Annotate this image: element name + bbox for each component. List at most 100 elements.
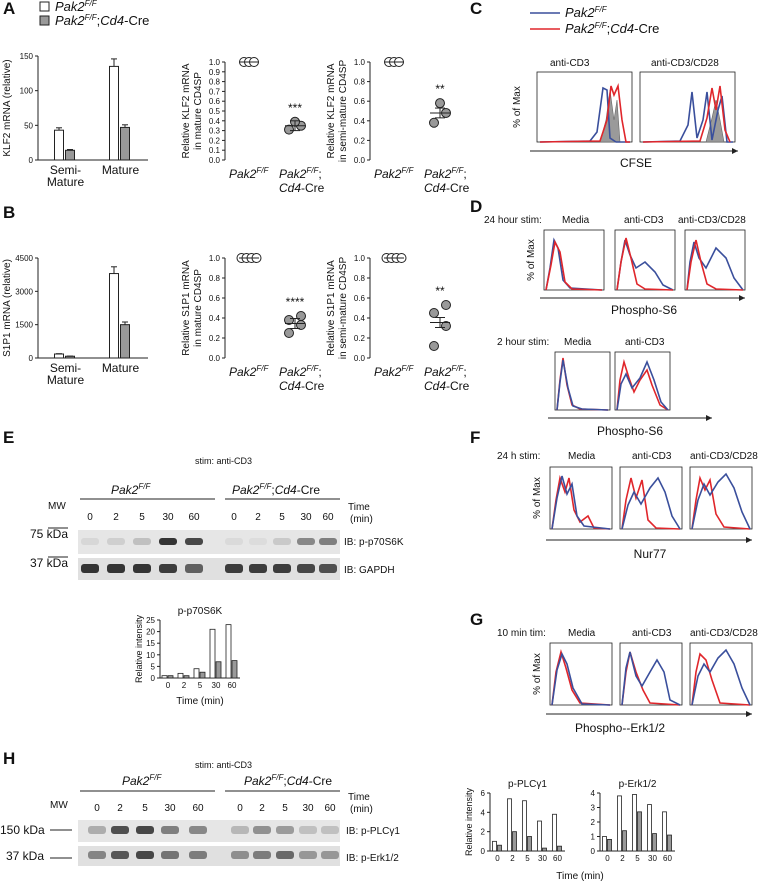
panel-label-e: E <box>3 428 14 447</box>
d-hist-24-2-red <box>616 237 674 291</box>
band-row-2 <box>189 851 207 859</box>
klf2-mature-dot-plot: 0.00.10.20.30.40.50.60.70.80.91.0 *** Rela… <box>181 57 325 195</box>
d-hist-24-2-blue <box>616 239 674 291</box>
time-label: 2 <box>117 803 123 814</box>
group-label-ko-2: Cd4-Cre <box>279 379 325 393</box>
y-tick-label: 0.0 <box>354 156 366 165</box>
panel-label-d: D <box>470 197 482 216</box>
group-label-ko: Pak2F/F; <box>424 166 467 181</box>
data-point <box>435 98 445 109</box>
g-hist-3-blue <box>691 648 751 706</box>
d-x-arrowhead-2 <box>706 415 712 421</box>
bar <box>209 628 216 679</box>
band-row-2 <box>297 564 315 573</box>
g-hist-1-blue <box>551 651 611 706</box>
s1p1-semimature-dot-plot: 0.0 0.2 0.4 0.6 0.8 1.0 ** Relative S1P1 mRNAin… <box>326 253 470 393</box>
x-tick-label: 0 <box>605 854 610 863</box>
data-point <box>441 321 451 331</box>
e-mw-label: MW <box>48 501 66 512</box>
x-category-label: Semi-Mature <box>47 163 85 189</box>
y-tick-label: 0.7 <box>209 87 221 96</box>
d-box-2-1 <box>554 351 611 411</box>
time-label: 60 <box>192 803 204 814</box>
y-tick-label: 100 <box>20 87 34 96</box>
x-tick-label: 5 <box>198 681 203 690</box>
time-label: 0 <box>231 512 237 523</box>
bar <box>527 836 532 852</box>
f-box-2 <box>619 466 683 530</box>
x-tick-label: 60 <box>553 854 562 863</box>
e-stim-label: stim: anti-CD3 <box>195 456 252 466</box>
time-label: 2 <box>255 512 261 523</box>
h-ib-2: IB: p-Erk1/2 <box>346 853 399 864</box>
group-label-ko: Pak2F/F; <box>279 364 322 379</box>
bar <box>512 831 517 852</box>
g-xlabel: Phospho--Erk1/2 <box>575 721 665 735</box>
x-tick-label: 0 <box>495 854 500 863</box>
d-hist-24-3-blue <box>686 241 744 291</box>
y-tick-label: 0.2 <box>209 334 221 343</box>
band-row-1 <box>189 826 207 834</box>
data-point <box>429 341 439 351</box>
y-tick-label: 20 <box>146 628 155 637</box>
legend-ko-swatch <box>39 15 50 26</box>
time-label: 30 <box>164 803 176 814</box>
d-box-24-1 <box>543 229 605 291</box>
x-tick-label: 30 <box>538 854 547 863</box>
klf2-semimature-dot-plot: 0.0 0.2 0.4 0.6 0.8 1.0 ** Relative KLF2 mRNAin… <box>326 57 470 195</box>
f-hist-3-blue <box>691 472 751 530</box>
y-tick-label: 4500 <box>15 254 33 263</box>
band-row-1 <box>297 538 315 545</box>
g-hist-2-red <box>621 651 681 706</box>
y-tick-label: 0.6 <box>209 294 221 303</box>
time-label: 2 <box>259 803 265 814</box>
bar <box>120 126 130 161</box>
bar <box>161 675 168 679</box>
band-row-2 <box>231 851 249 859</box>
g-x-arrowhead <box>746 711 752 717</box>
band-row-2 <box>276 851 294 859</box>
y-tick-label: 10 <box>146 651 155 660</box>
time-label: 2 <box>113 512 119 523</box>
c-cond-1: anti-CD3 <box>550 58 590 69</box>
y-tick-label: 0.6 <box>354 97 366 106</box>
c-hist-2-red <box>642 85 731 143</box>
band-row-1 <box>319 538 337 545</box>
x-tick-label: 5 <box>635 854 640 863</box>
y-tick-label: 0.0 <box>209 354 221 363</box>
e-ib-1: IB: p-p70S6K <box>344 537 404 548</box>
bar <box>602 836 607 852</box>
s1p1-bar-chart: 0 1500 3000 4500 Semi-Mature Mature S1P1 mRNA … <box>2 254 148 387</box>
y-tick-label: 1.0 <box>209 58 221 67</box>
f-hist-1-blue <box>551 475 611 530</box>
band-row-2 <box>111 851 129 859</box>
e-blot-strip-1 <box>78 530 340 554</box>
panel-label-c: C <box>470 0 482 18</box>
y-tick-label: 0.5 <box>209 107 221 116</box>
y-tick-label: 1.0 <box>209 254 221 263</box>
band-row-1 <box>231 826 249 834</box>
band-row-1 <box>111 826 129 834</box>
e-time-label: Time <box>348 502 370 513</box>
bar <box>622 830 627 852</box>
band-row-1 <box>249 538 267 545</box>
f-cond-1: Media <box>568 451 596 462</box>
legend-c-ko-label: Pak2F/F;Cd4-Cre <box>565 21 659 36</box>
y-tick-label: 0.0 <box>209 156 221 165</box>
panel-g-flow: 10 min tim: Media anti-CD3 anti-CD3/CD28… <box>497 628 758 735</box>
y-axis-label: Relative S1P1 mRNAin semi-mature CD4SP <box>326 257 349 360</box>
y-tick-label: 15 <box>146 639 155 648</box>
d-cond24-3: anti-CD3/CD28 <box>678 215 746 226</box>
d-hist-2-2-blue <box>616 359 669 411</box>
e-time-labels: 0 2 5 30 60 0 2 5 30 60 <box>87 512 334 523</box>
g-hist-2-blue <box>621 651 681 706</box>
y-tick-label: 3000 <box>15 287 33 296</box>
klf2-bar-chart: 0 50 100 150 Semi-Mature Mature KLF2 mRNA (rel… <box>2 52 148 189</box>
band-row-2 <box>161 851 179 859</box>
time-label: 30 <box>162 512 174 523</box>
bar <box>109 273 119 359</box>
x-category-label: Semi-Mature <box>47 361 85 387</box>
c-x-arrowhead <box>732 148 738 154</box>
c-cond-2: anti-CD3/CD28 <box>651 58 719 69</box>
